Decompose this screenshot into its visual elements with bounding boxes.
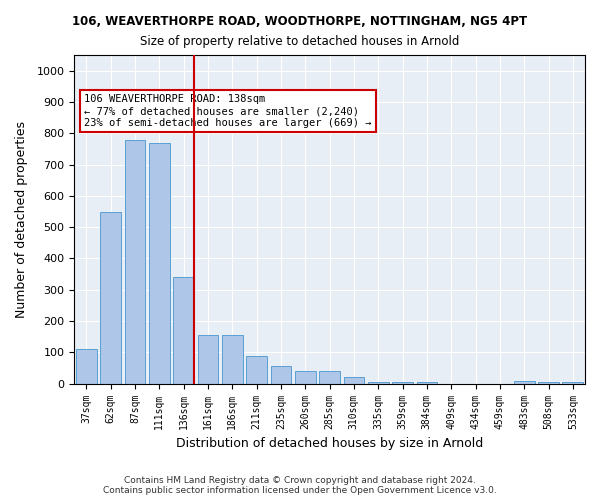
Bar bbox=[76, 350, 97, 384]
Bar bbox=[344, 378, 364, 384]
Bar bbox=[368, 382, 389, 384]
X-axis label: Distribution of detached houses by size in Arnold: Distribution of detached houses by size … bbox=[176, 437, 483, 450]
Bar bbox=[319, 371, 340, 384]
Bar bbox=[295, 371, 316, 384]
Bar bbox=[149, 142, 170, 384]
Bar bbox=[271, 366, 291, 384]
Bar bbox=[514, 380, 535, 384]
Text: 106 WEAVERTHORPE ROAD: 138sqm
← 77% of detached houses are smaller (2,240)
23% o: 106 WEAVERTHORPE ROAD: 138sqm ← 77% of d… bbox=[84, 94, 372, 128]
Y-axis label: Number of detached properties: Number of detached properties bbox=[15, 121, 28, 318]
Bar bbox=[197, 335, 218, 384]
Bar bbox=[173, 278, 194, 384]
Text: Size of property relative to detached houses in Arnold: Size of property relative to detached ho… bbox=[140, 35, 460, 48]
Bar bbox=[392, 382, 413, 384]
Bar bbox=[222, 335, 242, 384]
Bar bbox=[100, 212, 121, 384]
Bar bbox=[538, 382, 559, 384]
Bar bbox=[125, 140, 145, 384]
Text: 106, WEAVERTHORPE ROAD, WOODTHORPE, NOTTINGHAM, NG5 4PT: 106, WEAVERTHORPE ROAD, WOODTHORPE, NOTT… bbox=[73, 15, 527, 28]
Bar bbox=[246, 356, 267, 384]
Bar bbox=[562, 382, 583, 384]
Bar bbox=[416, 382, 437, 384]
Text: Contains HM Land Registry data © Crown copyright and database right 2024.
Contai: Contains HM Land Registry data © Crown c… bbox=[103, 476, 497, 495]
